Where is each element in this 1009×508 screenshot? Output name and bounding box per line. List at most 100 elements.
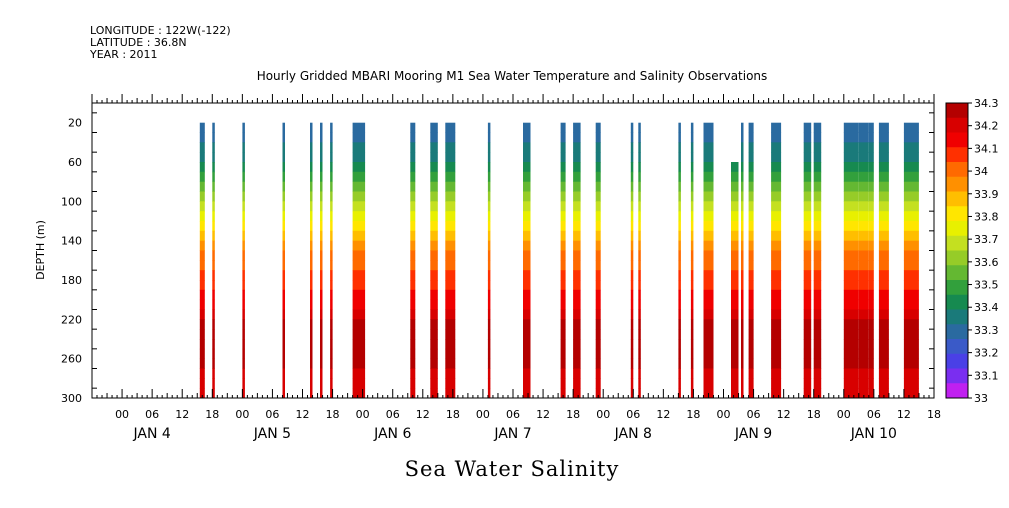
- data-segment: [330, 123, 333, 133]
- day-label: JAN 7: [493, 426, 531, 442]
- salinity-cell: [741, 348, 744, 360]
- salinity-cell: [858, 289, 869, 301]
- salinity-cell: [868, 368, 874, 379]
- salinity-cell: [741, 240, 744, 251]
- data-segment: [731, 162, 734, 172]
- colorbar-swatch: [946, 280, 968, 296]
- salinity-cell: [690, 171, 694, 183]
- salinity-cell: [560, 358, 566, 369]
- salinity-cell: [445, 368, 456, 379]
- salinity-cell: [352, 122, 366, 133]
- salinity-cell: [282, 211, 285, 222]
- salinity-cell: [282, 152, 285, 163]
- salinity-cell: [242, 211, 245, 222]
- salinity-cell: [410, 142, 416, 153]
- salinity-cell: [748, 191, 754, 202]
- colorbar-label: 33.1: [974, 369, 999, 382]
- salinity-cell: [560, 221, 566, 232]
- salinity-cell: [638, 260, 641, 271]
- salinity-cell: [690, 309, 694, 320]
- salinity-cell: [703, 230, 714, 242]
- salinity-cell: [430, 162, 438, 173]
- salinity-cell: [690, 378, 694, 389]
- salinity-cell: [741, 309, 744, 320]
- salinity-cell: [430, 270, 438, 281]
- salinity-cell: [748, 211, 754, 222]
- salinity-cell: [445, 339, 456, 350]
- salinity-cell: [445, 132, 456, 143]
- salinity-cell: [733, 260, 739, 271]
- salinity-cell: [903, 280, 919, 291]
- salinity-cell: [868, 309, 874, 320]
- salinity-cell: [858, 270, 869, 281]
- salinity-cell: [199, 201, 205, 212]
- salinity-cell: [858, 171, 869, 183]
- salinity-cell: [678, 122, 681, 133]
- salinity-cell: [282, 191, 285, 202]
- salinity-cell: [212, 250, 215, 261]
- salinity-cell: [741, 230, 744, 242]
- salinity-cell: [843, 339, 859, 350]
- salinity-cell: [410, 201, 416, 212]
- salinity-cell: [320, 270, 323, 281]
- salinity-cell: [630, 142, 634, 153]
- colorbar-swatch: [946, 176, 968, 192]
- salinity-cell: [630, 181, 634, 192]
- salinity-cell: [199, 171, 205, 183]
- salinity-cell: [741, 171, 744, 183]
- salinity-cell: [595, 388, 601, 399]
- salinity-cell: [352, 319, 366, 330]
- salinity-cell: [903, 250, 919, 261]
- salinity-cell: [330, 388, 333, 399]
- salinity-cell: [630, 250, 634, 261]
- salinity-cell: [690, 280, 694, 291]
- salinity-cell: [868, 201, 874, 212]
- salinity-cell: [199, 348, 205, 360]
- salinity-cell: [878, 378, 889, 389]
- salinity-cell: [690, 122, 694, 133]
- salinity-cell: [731, 221, 734, 232]
- y-tick-label: 100: [61, 195, 82, 208]
- salinity-cell: [733, 368, 739, 379]
- salinity-cell: [330, 230, 333, 242]
- salinity-cell: [741, 211, 744, 222]
- colorbar-swatch: [946, 294, 968, 310]
- salinity-cell: [803, 329, 812, 340]
- salinity-cell: [703, 270, 714, 281]
- salinity-cell: [771, 201, 782, 212]
- salinity-cell: [858, 339, 869, 350]
- day-label: JAN 8: [614, 426, 652, 442]
- salinity-cell: [320, 299, 323, 310]
- data-segment: [638, 123, 641, 133]
- salinity-cell: [212, 378, 215, 389]
- salinity-cell: [771, 221, 782, 232]
- salinity-cell: [630, 388, 634, 399]
- salinity-cell: [630, 240, 634, 251]
- salinity-cell: [445, 250, 456, 261]
- salinity-cell: [733, 191, 739, 202]
- salinity-cell: [903, 181, 919, 192]
- salinity-cell: [199, 230, 205, 242]
- salinity-cell: [352, 309, 366, 320]
- salinity-cell: [878, 358, 889, 369]
- salinity-cell: [878, 230, 889, 242]
- x-tick-label: 18: [927, 408, 941, 421]
- salinity-cell: [310, 211, 313, 222]
- salinity-cell: [843, 250, 859, 261]
- salinity-cell: [445, 240, 456, 251]
- salinity-cell: [445, 162, 456, 173]
- salinity-cell: [573, 142, 581, 153]
- salinity-cell: [630, 221, 634, 232]
- salinity-cell: [843, 329, 859, 340]
- salinity-cell: [487, 132, 491, 143]
- salinity-cell: [813, 280, 822, 291]
- data-segment: [741, 123, 744, 133]
- day-label: JAN 4: [132, 426, 170, 442]
- salinity-cell: [212, 388, 215, 399]
- salinity-cell: [678, 280, 681, 291]
- salinity-cell: [638, 240, 641, 251]
- salinity-cell: [731, 260, 734, 271]
- salinity-cell: [330, 299, 333, 310]
- salinity-cell: [813, 152, 822, 163]
- salinity-cell: [242, 260, 245, 271]
